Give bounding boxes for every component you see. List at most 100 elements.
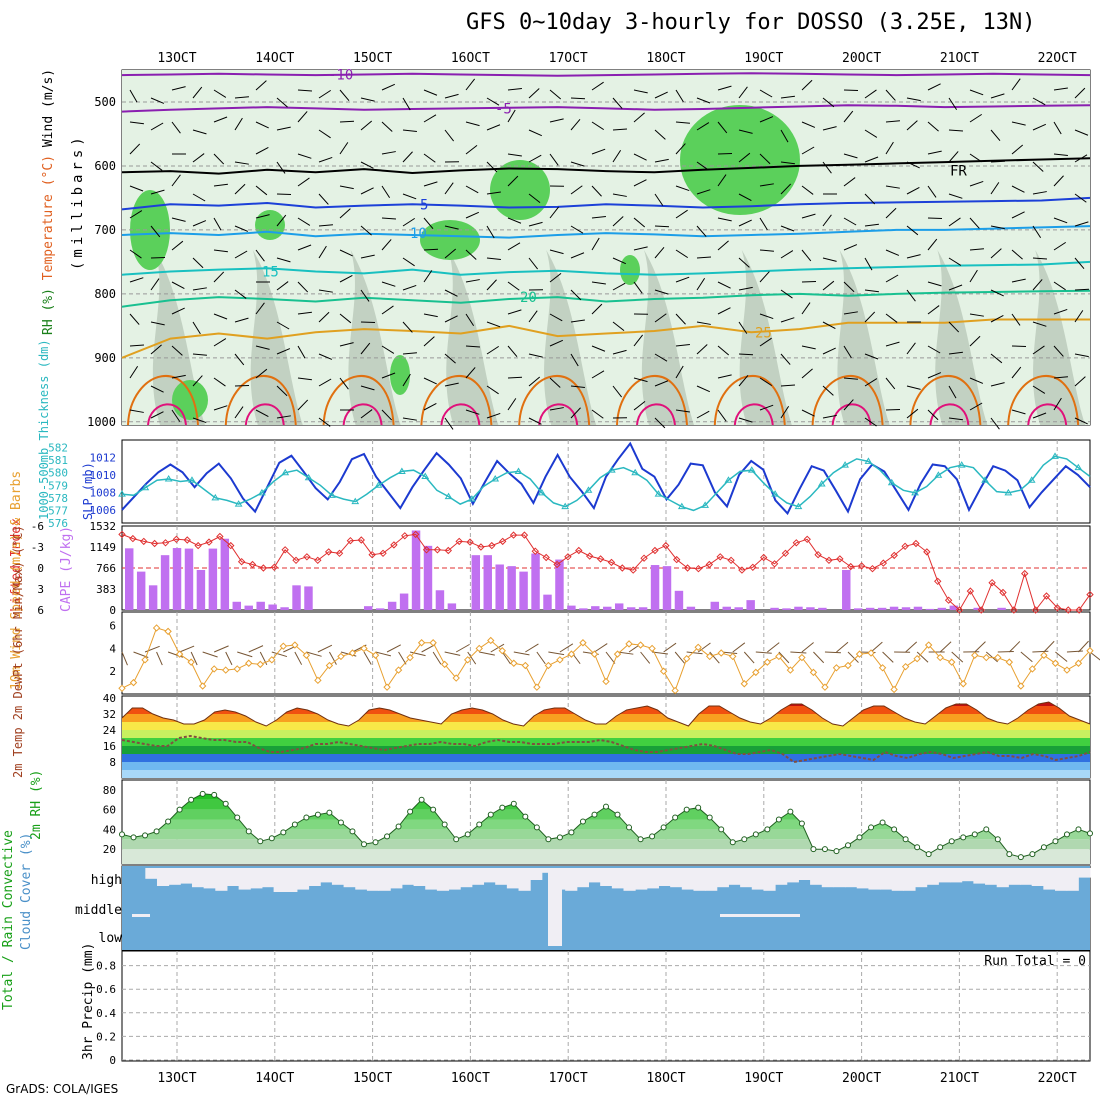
wind-barb: [633, 377, 648, 383]
cloud-clear-high: [833, 868, 846, 888]
wind-barb: [444, 129, 455, 142]
wind-barb: [192, 86, 203, 99]
wind-barb: [507, 175, 519, 187]
isotherm-line: [121, 104, 1091, 113]
wind-barb: [213, 183, 228, 187]
cloud-clear-high: [903, 868, 916, 891]
rh-point: [902, 836, 909, 843]
cloud-clear-high: [180, 868, 193, 884]
wind-barb: [864, 289, 879, 293]
wind-barb: [549, 339, 563, 347]
wind-speed-point: [648, 644, 656, 653]
wind-barb: [717, 85, 732, 91]
wind-barb: [801, 368, 813, 379]
cape-bar: [710, 601, 720, 610]
wind-barb: [171, 409, 181, 422]
wind-barb: [192, 321, 201, 335]
thickness-point: [281, 468, 290, 476]
wind-barb-10m: [801, 642, 814, 653]
rh-point: [257, 838, 264, 845]
wind-barb: [948, 151, 959, 163]
lifted-index-point: [411, 530, 420, 539]
lifted-index-point: [390, 541, 398, 549]
cloud-clear-high: [646, 868, 659, 889]
cape-bar: [172, 548, 182, 610]
wind-barb: [276, 321, 290, 330]
wind-barb: [948, 97, 958, 111]
wind-barb: [969, 89, 984, 96]
wind-barb: [381, 372, 396, 379]
wind-barb: [339, 313, 352, 324]
wind-barb: [528, 193, 541, 204]
lifted-index-point: [542, 553, 550, 562]
wind-barb: [444, 225, 459, 230]
cloud-clear-high: [530, 868, 543, 880]
wind-speed-point: [625, 640, 633, 648]
wind-barb: [213, 153, 225, 165]
wind-barb-10m: [974, 641, 986, 653]
wind-barb: [423, 248, 439, 251]
rh-point: [464, 831, 471, 838]
wind-barb: [717, 217, 732, 222]
rh-point: [384, 833, 391, 840]
wind-barb: [234, 317, 249, 323]
wind-barb: [360, 289, 370, 302]
wind-speed-point: [1063, 666, 1071, 674]
lifted-index-point: [520, 531, 529, 539]
cape-bar: [244, 605, 253, 610]
isotherm-label: 5: [420, 197, 428, 213]
wind-barb: [927, 238, 938, 251]
wind-barb: [969, 217, 980, 229]
wind-barb-10m: [375, 651, 392, 657]
wind-speed-point: [878, 664, 887, 672]
wind-barb: [402, 129, 417, 132]
wind-speed-point: [429, 639, 437, 647]
wind-barb: [255, 185, 268, 196]
wind-barb: [507, 281, 520, 291]
wind-speed-point: [1086, 647, 1094, 655]
cloud-clear-high: [868, 868, 881, 890]
wind-barb: [402, 417, 417, 421]
cape-bar: [925, 608, 935, 610]
wind-barb: [360, 187, 374, 195]
wind-barb: [234, 289, 247, 299]
wind-barb: [633, 89, 648, 94]
wind-barb-10m: [640, 651, 651, 664]
wind-speed-point: [268, 656, 276, 664]
temp-band: [122, 754, 1090, 762]
cloud-clear-high: [950, 868, 963, 883]
wind-barb: [675, 185, 690, 192]
thickness-point: [258, 488, 266, 496]
wind-barb: [633, 334, 644, 347]
wind-barb: [360, 254, 375, 259]
wind-barb: [360, 120, 373, 131]
thickness-point: [398, 467, 406, 474]
wind-barb: [822, 257, 837, 262]
lifted-index-point: [596, 555, 605, 563]
wind-barb: [1032, 345, 1045, 355]
y-tick-label-temp: 40: [103, 692, 116, 705]
wind-barb: [402, 284, 417, 291]
y-tick-label-cloud: high: [91, 873, 122, 888]
wind-barb-10m: [179, 645, 195, 653]
x-tick-label-bottom: 18OCT: [646, 1071, 685, 1086]
wind-barb: [738, 86, 748, 99]
y-tick-label-cape: 0: [109, 604, 116, 617]
wind-speed-point: [210, 665, 218, 673]
wind-barb: [822, 214, 832, 227]
y-tick-label-slp: 1006: [90, 504, 117, 517]
cloud-clear-high: [763, 868, 776, 891]
y-tick-label-slp: 1010: [90, 469, 117, 482]
wind-speed-point: [383, 683, 391, 691]
cloud-clear-high: [786, 868, 799, 883]
wind-barb: [990, 129, 1001, 142]
wind-barb: [1074, 257, 1085, 270]
cape-bar: [770, 607, 779, 610]
wind-barb: [948, 351, 963, 355]
wind-barb: [696, 122, 710, 131]
rh-point: [591, 811, 598, 818]
lifted-index-point: [629, 566, 637, 574]
wind-barb: [738, 219, 752, 227]
wind-barb: [969, 402, 983, 411]
wind-barb: [1032, 279, 1043, 291]
